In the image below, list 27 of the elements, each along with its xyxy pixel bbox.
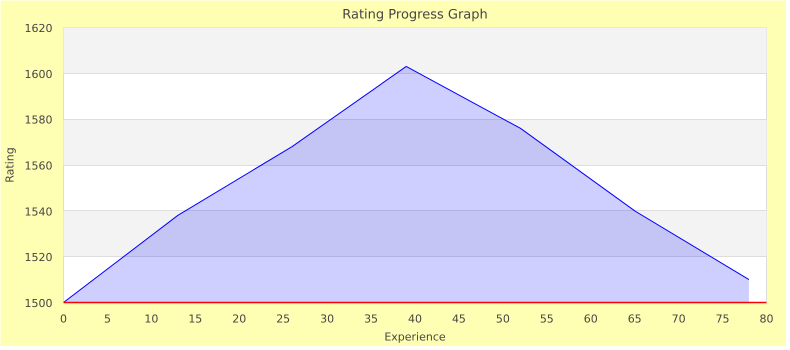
y-axis-title: Rating bbox=[4, 147, 17, 183]
x-tick-label: 30 bbox=[320, 312, 334, 326]
y-tick-label: 1620 bbox=[24, 22, 53, 35]
x-tick-label: 60 bbox=[584, 312, 598, 326]
x-tick-label: 20 bbox=[232, 312, 246, 326]
x-tick-label: 40 bbox=[408, 312, 422, 326]
x-tick-label: 0 bbox=[60, 312, 67, 326]
x-tick-label: 45 bbox=[452, 312, 466, 326]
x-tick-label: 50 bbox=[496, 312, 510, 326]
y-tick-label: 1580 bbox=[24, 114, 53, 127]
chart-title: Rating Progress Graph bbox=[342, 8, 488, 22]
y-tick-label: 1600 bbox=[24, 68, 53, 81]
x-tick-label: 80 bbox=[760, 312, 774, 326]
y-tick-label: 1560 bbox=[24, 160, 53, 172]
x-axis-title: Experience bbox=[384, 330, 446, 344]
x-tick-label: 15 bbox=[188, 312, 202, 326]
x-tick-label: 5 bbox=[104, 312, 111, 326]
x-tick-label: 70 bbox=[672, 312, 686, 326]
y-tick-label: 1540 bbox=[24, 205, 53, 218]
x-tick-label: 55 bbox=[540, 312, 554, 326]
y-tick-label: 1500 bbox=[24, 297, 53, 310]
x-tick-label: 10 bbox=[144, 312, 158, 326]
y-tick-label: 1520 bbox=[24, 251, 53, 264]
x-tick-label: 65 bbox=[628, 312, 642, 326]
x-tick-label: 35 bbox=[364, 312, 378, 326]
x-tick-label: 25 bbox=[276, 312, 290, 326]
x-tick-label: 75 bbox=[716, 312, 730, 326]
